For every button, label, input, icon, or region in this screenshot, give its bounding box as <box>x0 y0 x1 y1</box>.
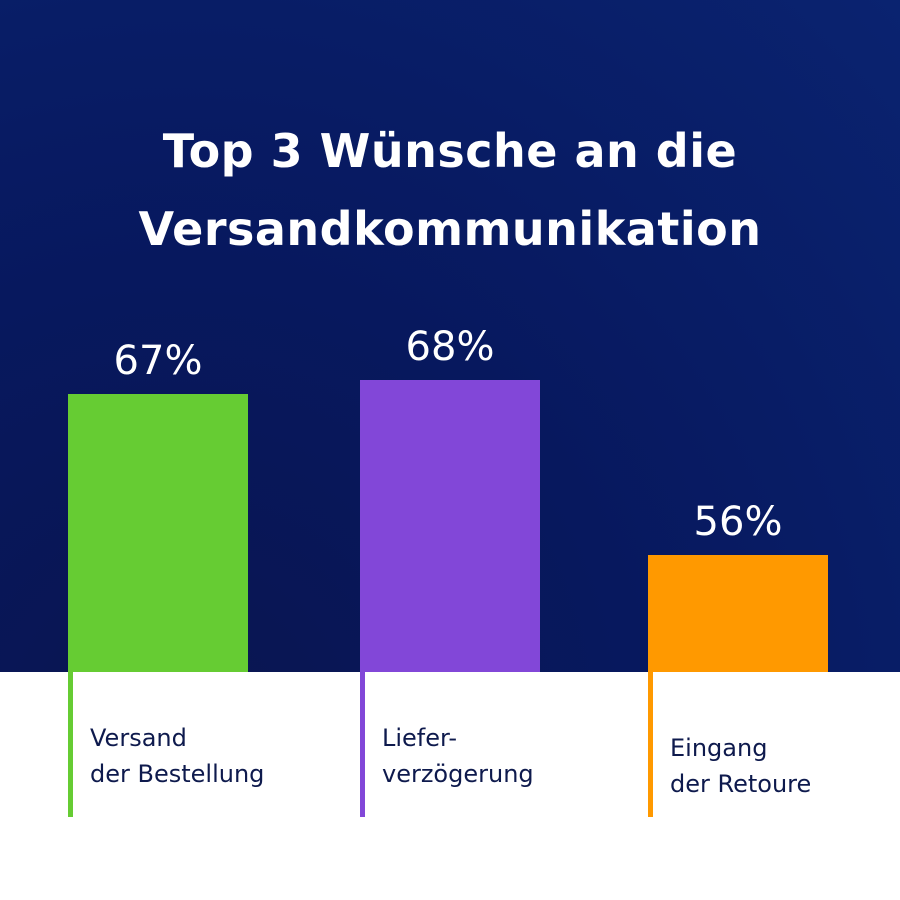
data-label: 67% <box>113 338 203 385</box>
category-label-line: verzögerung <box>382 760 534 788</box>
category-label-line: Versand <box>90 724 187 752</box>
bar <box>648 555 828 672</box>
bar <box>360 379 540 672</box>
bar <box>68 394 248 672</box>
category-label-line: Eingang <box>670 734 768 762</box>
category-label: Liefer-verzögerung <box>382 720 534 792</box>
category-label: Versand der Bestellung <box>90 720 264 792</box>
category-marker <box>648 672 653 817</box>
chart-title: Top 3 Wünsche an die Versandkommunikatio… <box>138 124 762 256</box>
category-marker <box>68 672 73 817</box>
category-label: Eingang der Retoure <box>670 730 811 802</box>
category-label-line: Liefer- <box>382 724 458 752</box>
category-label-line: der Bestellung <box>90 760 265 788</box>
data-label: 68% <box>405 323 495 370</box>
category-marker <box>360 672 365 817</box>
category-label-line: der Retoure <box>670 770 812 798</box>
data-label: 56% <box>693 499 783 545</box>
